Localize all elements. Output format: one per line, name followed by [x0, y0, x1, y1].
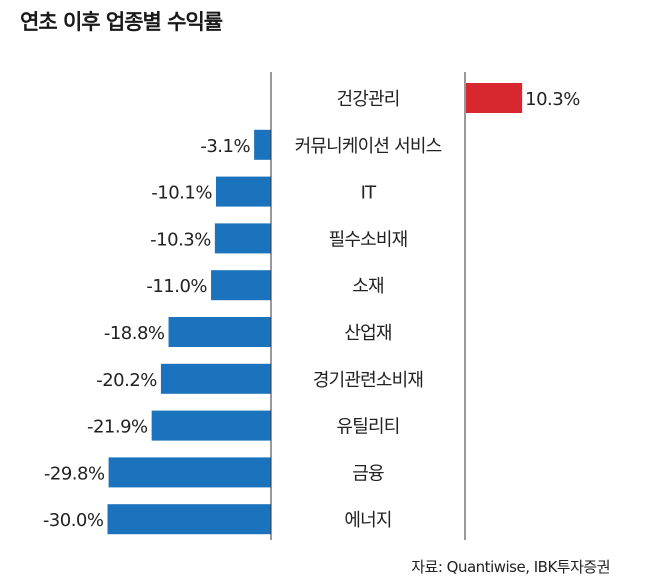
- chart-title: 연초 이후 업종별 수익률: [20, 10, 223, 34]
- category-label: 산업재: [344, 323, 391, 344]
- bar: [466, 83, 523, 113]
- value-label: -10.1%: [151, 183, 212, 204]
- category-label: 커뮤니케이션 서비스: [295, 136, 442, 157]
- bar: [215, 176, 271, 207]
- value-label: -30.0%: [43, 510, 104, 531]
- value-label: 10.3%: [525, 89, 580, 110]
- category-label: 유틸리티: [336, 417, 399, 438]
- value-label: -10.3%: [150, 229, 211, 250]
- bar: [107, 504, 271, 535]
- value-label: -18.8%: [104, 323, 165, 344]
- category-label: 건강관리: [336, 89, 399, 110]
- category-label: 에너지: [344, 510, 391, 531]
- category-label: 경기관련소비재: [313, 370, 423, 391]
- value-label: -29.8%: [44, 463, 105, 484]
- bar: [151, 410, 271, 441]
- category-label: 소재: [352, 276, 384, 297]
- value-label: -11.0%: [146, 276, 207, 297]
- bar: [168, 317, 271, 347]
- category-label: 필수소비재: [329, 229, 408, 250]
- bar: [254, 129, 271, 160]
- bar: [108, 457, 271, 488]
- bar: [160, 363, 271, 394]
- bar: [211, 270, 271, 301]
- category-label: 금융: [352, 463, 384, 484]
- bar: [214, 223, 271, 254]
- source-note: 자료: Quantiwise, IBK투자증권: [411, 558, 610, 576]
- category-label: IT: [361, 183, 378, 204]
- value-label: -20.2%: [96, 370, 157, 391]
- value-label: -21.9%: [87, 417, 148, 438]
- bars-layer: 10.3% 건강관리 -3.1% 커뮤니케이션 서비스 -10.1% IT -10.3% 필수…: [43, 83, 581, 535]
- value-label: -3.1%: [200, 136, 250, 157]
